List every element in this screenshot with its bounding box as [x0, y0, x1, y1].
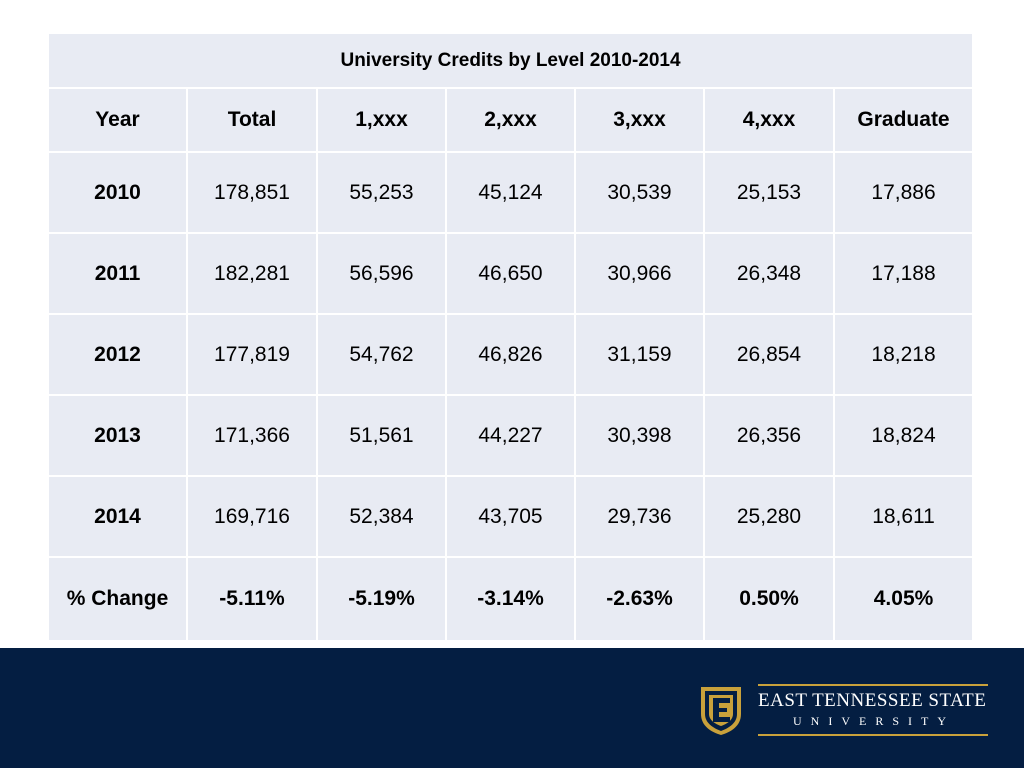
header-1xxx: 1,xxx [316, 87, 447, 153]
change-3xxx: -2.63% [574, 556, 705, 642]
cell-total: 182,281 [186, 232, 318, 315]
table-row: 2011 182,281 56,596 46,650 30,966 26,348… [47, 232, 975, 315]
cell-3xxx: 30,539 [574, 151, 705, 234]
cell-3xxx: 29,736 [574, 475, 705, 558]
table-row: 2012 177,819 54,762 46,826 31,159 26,854… [47, 313, 975, 396]
cell-4xxx: 25,153 [703, 151, 835, 234]
etsu-logo: EAST TENNESSEE STATE UNIVERSITY [698, 684, 998, 740]
cell-1xxx: 51,561 [316, 394, 447, 477]
cell-1xxx: 56,596 [316, 232, 447, 315]
cell-1xxx: 52,384 [316, 475, 447, 558]
cell-4xxx: 26,356 [703, 394, 835, 477]
table-row: 2010 178,851 55,253 45,124 30,539 25,153… [47, 151, 975, 234]
table-row: 2014 169,716 52,384 43,705 29,736 25,280… [47, 475, 975, 558]
cell-1xxx: 55,253 [316, 151, 447, 234]
change-label: % Change [47, 556, 188, 642]
change-2xxx: -3.14% [445, 556, 576, 642]
header-3xxx: 3,xxx [574, 87, 705, 153]
header-total: Total [186, 87, 318, 153]
logo-rule-bottom [758, 734, 988, 736]
header-year: Year [47, 87, 188, 153]
cell-total: 178,851 [186, 151, 318, 234]
cell-graduate: 18,218 [832, 313, 975, 396]
change-4xxx: 0.50% [703, 556, 835, 642]
cell-graduate: 18,611 [832, 475, 975, 558]
credits-table: University Credits by Level 2010-2014 Ye… [46, 32, 975, 642]
table-header-row: Year Total 1,xxx 2,xxx 3,xxx 4,xxx Gradu… [47, 87, 975, 153]
footer-band: EAST TENNESSEE STATE UNIVERSITY [0, 648, 1024, 768]
cell-1xxx: 54,762 [316, 313, 447, 396]
logo-name: EAST TENNESSEE STATE [758, 690, 987, 711]
cell-graduate: 17,188 [832, 232, 975, 315]
change-graduate: 4.05% [832, 556, 975, 642]
header-graduate: Graduate [832, 87, 975, 153]
credits-table-container: University Credits by Level 2010-2014 Ye… [46, 32, 975, 642]
cell-3xxx: 30,966 [574, 232, 705, 315]
etsu-shield-icon [701, 687, 741, 735]
cell-total: 171,366 [186, 394, 318, 477]
cell-2xxx: 45,124 [445, 151, 576, 234]
change-1xxx: -5.19% [316, 556, 447, 642]
header-4xxx: 4,xxx [703, 87, 835, 153]
cell-4xxx: 26,348 [703, 232, 835, 315]
cell-3xxx: 31,159 [574, 313, 705, 396]
change-total: -5.11% [186, 556, 318, 642]
table-row: 2013 171,366 51,561 44,227 30,398 26,356… [47, 394, 975, 477]
logo-subtitle: UNIVERSITY [793, 714, 955, 728]
cell-4xxx: 26,854 [703, 313, 835, 396]
cell-2xxx: 46,650 [445, 232, 576, 315]
row-year: 2013 [47, 394, 188, 477]
cell-2xxx: 44,227 [445, 394, 576, 477]
cell-graduate: 18,824 [832, 394, 975, 477]
table-title-row: University Credits by Level 2010-2014 [46, 32, 975, 89]
row-year: 2011 [47, 232, 188, 315]
cell-total: 177,819 [186, 313, 318, 396]
logo-rule-top [758, 684, 988, 686]
table-title: University Credits by Level 2010-2014 [46, 32, 975, 89]
row-year: 2014 [47, 475, 188, 558]
cell-total: 169,716 [186, 475, 318, 558]
cell-4xxx: 25,280 [703, 475, 835, 558]
row-year: 2012 [47, 313, 188, 396]
header-2xxx: 2,xxx [445, 87, 576, 153]
cell-graduate: 17,886 [832, 151, 975, 234]
row-year: 2010 [47, 151, 188, 234]
cell-2xxx: 46,826 [445, 313, 576, 396]
cell-3xxx: 30,398 [574, 394, 705, 477]
percent-change-row: % Change -5.11% -5.19% -3.14% -2.63% 0.5… [47, 556, 975, 642]
cell-2xxx: 43,705 [445, 475, 576, 558]
